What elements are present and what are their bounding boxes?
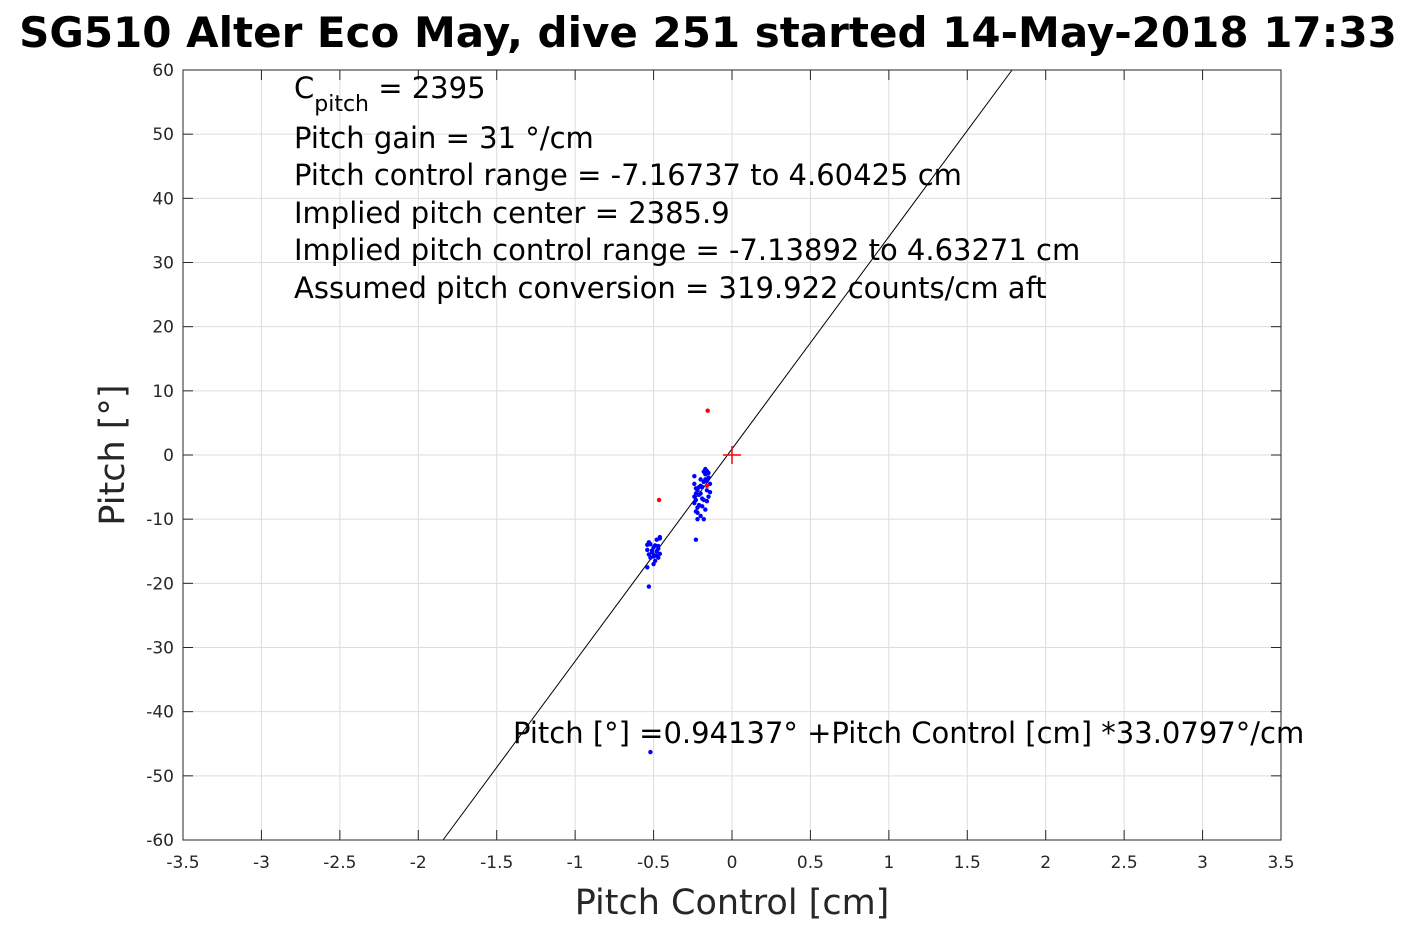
c-pitch-subscript: pitch xyxy=(314,92,369,117)
blue-data-point xyxy=(706,475,711,480)
c-pitch-annotation: Cpitch = 2395 xyxy=(294,71,486,117)
center-marker-group xyxy=(723,446,741,464)
pitch-control-range-annotation: Pitch control range = -7.16737 to 4.6042… xyxy=(294,158,962,192)
blue-data-point xyxy=(657,534,663,540)
assumed-pitch-conversion-annotation: Assumed pitch conversion = 319.922 count… xyxy=(294,271,1047,305)
blue-data-point xyxy=(645,547,650,553)
fit-equation-annotation: Pitch [°] =0.94137° +Pitch Control [cm] … xyxy=(513,716,1304,750)
x-tick-label: 1.5 xyxy=(954,853,981,873)
x-tick-label: -2 xyxy=(410,853,427,873)
y-tick-label: -20 xyxy=(146,574,174,594)
y-tick-label: -10 xyxy=(146,510,174,530)
red-data-point xyxy=(704,483,710,488)
blue-data-point xyxy=(646,584,652,589)
x-tick-label: -3 xyxy=(253,853,270,873)
blue-data-point xyxy=(699,484,705,490)
y-tick-label: 10 xyxy=(152,382,174,402)
blue-data-point xyxy=(696,484,702,490)
c-pitch-symbol: C xyxy=(294,71,314,105)
blue-data-point xyxy=(692,481,697,487)
x-tick-label: 3 xyxy=(1197,853,1208,873)
blue-data-point xyxy=(701,516,706,522)
blue-data-point xyxy=(706,470,711,476)
y-tick-label: 50 xyxy=(152,125,174,145)
y-tick-label: -50 xyxy=(146,767,174,787)
blue-data-point xyxy=(692,494,697,499)
red-data-point xyxy=(656,497,662,503)
blue-data-point xyxy=(692,500,697,506)
blue-data-point xyxy=(698,513,703,519)
data-points xyxy=(645,408,713,755)
blue-data-point xyxy=(693,509,699,514)
x-tick-label: -1 xyxy=(567,853,584,873)
blue-data-point xyxy=(656,543,661,549)
blue-data-point xyxy=(645,565,650,570)
blue-data-point xyxy=(706,494,711,499)
y-tick-label: 30 xyxy=(152,254,174,274)
blue-data-point xyxy=(698,491,703,496)
pitch-gain-annotation: Pitch gain = 31 °/cm xyxy=(294,121,594,155)
blue-data-point xyxy=(701,469,706,474)
blue-data-point xyxy=(654,553,659,558)
c-pitch-value: = 2395 xyxy=(369,71,486,105)
blue-data-point xyxy=(699,504,705,509)
y-tick-label: -40 xyxy=(146,703,174,723)
grid-lines xyxy=(183,70,1281,840)
x-tick-label: -2.5 xyxy=(323,853,356,873)
blue-data-point xyxy=(698,477,703,482)
blue-data-point xyxy=(703,507,708,512)
x-tick-label: 0.5 xyxy=(797,853,824,873)
blue-data-point xyxy=(704,499,710,504)
blue-data-point xyxy=(648,749,653,755)
blue-data-point xyxy=(649,548,655,553)
implied-pitch-center-annotation: Implied pitch center = 2385.9 xyxy=(294,196,730,230)
axis-ticks: -3.5 -3 -2.5 -2 -1.5 -1 -0.5 0 0.5 1 1.5 2 2.5 3 3.5 -6… xyxy=(146,61,1294,873)
x-tick-label: 2 xyxy=(1040,853,1051,873)
x-tick-label: -3.5 xyxy=(166,853,199,873)
blue-data-point xyxy=(651,561,656,567)
y-axis-label: Pitch [°] xyxy=(93,384,133,525)
blue-data-point xyxy=(707,490,713,495)
blue-data-point xyxy=(648,541,653,547)
x-tick-label: -1.5 xyxy=(480,853,513,873)
chart-title: SG510 Alter Eco May, dive 251 started 14… xyxy=(19,8,1397,57)
x-axis-label: Pitch Control [cm] xyxy=(575,883,890,923)
x-tick-label: 3.5 xyxy=(1267,853,1294,873)
x-tick-label: 1 xyxy=(883,853,894,873)
blue-data-point xyxy=(695,516,700,522)
y-tick-label: 40 xyxy=(152,189,174,209)
y-tick-label: 0 xyxy=(163,446,174,466)
y-tick-label: -30 xyxy=(146,639,174,659)
blue-data-point xyxy=(692,473,697,479)
y-tick-label: 60 xyxy=(152,61,174,81)
implied-pitch-control-range-annotation: Implied pitch control range = -7.13892 t… xyxy=(294,233,1080,267)
blue-data-point xyxy=(693,537,699,542)
red-data-point xyxy=(705,408,710,413)
x-tick-label: -0.5 xyxy=(637,853,670,873)
x-tick-label: 0 xyxy=(727,853,738,873)
y-tick-label: -60 xyxy=(146,831,174,851)
y-tick-label: 20 xyxy=(152,318,174,338)
x-tick-label: 2.5 xyxy=(1111,853,1138,873)
